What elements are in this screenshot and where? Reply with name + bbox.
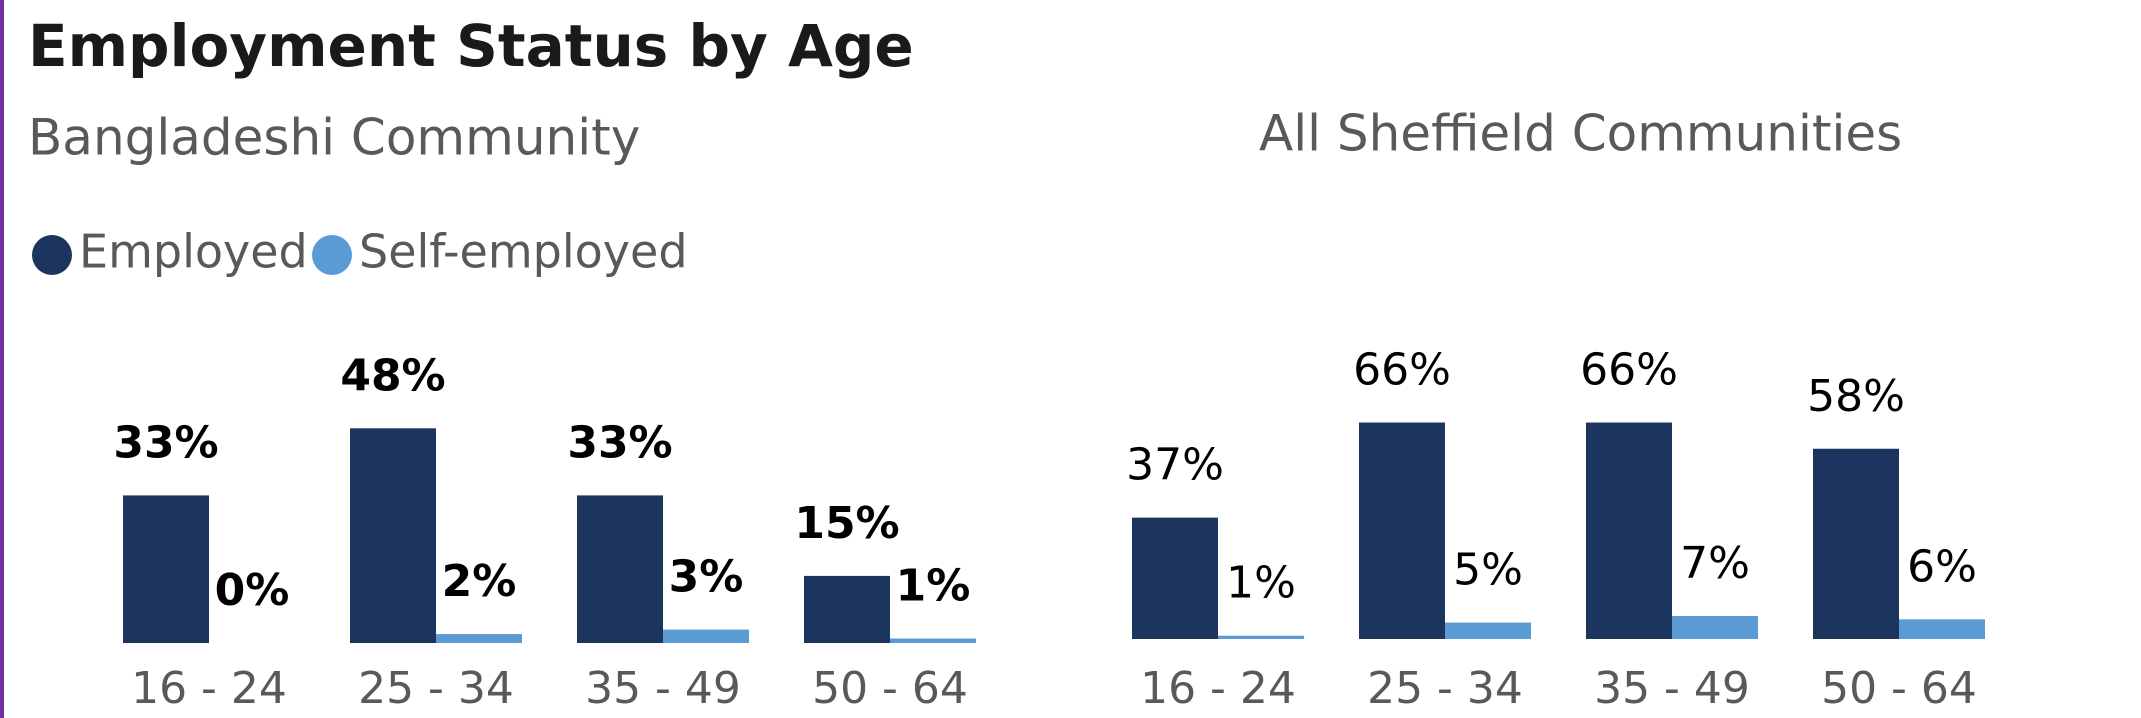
data-label: 37%: [1126, 440, 1224, 491]
x-tick-label: 50 - 64: [812, 663, 968, 714]
legend-label: Self-employed: [359, 225, 688, 279]
data-label: 2%: [442, 556, 517, 607]
bar: [1899, 619, 1985, 639]
bar: [577, 495, 663, 643]
data-label: 33%: [113, 417, 218, 468]
legend-swatch: [312, 235, 352, 275]
data-label: 1%: [896, 561, 971, 612]
subtitle: All Sheffield Communities: [1259, 105, 1902, 163]
legend-swatch: [32, 235, 72, 275]
left-border: [0, 0, 4, 718]
data-label: 33%: [567, 417, 672, 468]
data-label: 5%: [1453, 545, 1523, 596]
data-label: 66%: [1580, 345, 1678, 396]
bar: [804, 575, 890, 643]
title: Employment Status by Age: [28, 12, 914, 80]
data-label: 3%: [669, 552, 744, 603]
bar: [1586, 422, 1672, 639]
data-label: 58%: [1807, 371, 1905, 422]
bar: [1445, 622, 1531, 639]
bar: [350, 428, 436, 643]
data-label: 48%: [340, 350, 445, 401]
x-tick-label: 25 - 34: [1367, 663, 1523, 714]
data-label: 7%: [1680, 538, 1750, 589]
bar: [663, 629, 749, 643]
x-tick-label: 16 - 24: [1140, 663, 1296, 714]
bar: [436, 634, 522, 643]
bar: [890, 638, 976, 643]
bar: [123, 495, 209, 643]
bar: [1218, 635, 1304, 639]
x-tick-label: 50 - 64: [1821, 663, 1977, 714]
bar: [1132, 517, 1218, 639]
bar: [1813, 448, 1899, 639]
data-label: 1%: [1226, 558, 1296, 609]
data-label: 66%: [1353, 345, 1451, 396]
x-tick-label: 16 - 24: [131, 663, 287, 714]
data-label: 0%: [215, 565, 290, 616]
data-label: 6%: [1907, 541, 1977, 592]
x-tick-label: 25 - 34: [358, 663, 514, 714]
x-tick-label: 35 - 49: [1594, 663, 1750, 714]
subtitle: Bangladeshi Community: [28, 109, 640, 167]
data-label: 15%: [794, 498, 899, 549]
legend-label: Employed: [79, 225, 308, 279]
x-tick-label: 35 - 49: [585, 663, 741, 714]
bar: [1672, 616, 1758, 639]
bar: [1359, 422, 1445, 639]
